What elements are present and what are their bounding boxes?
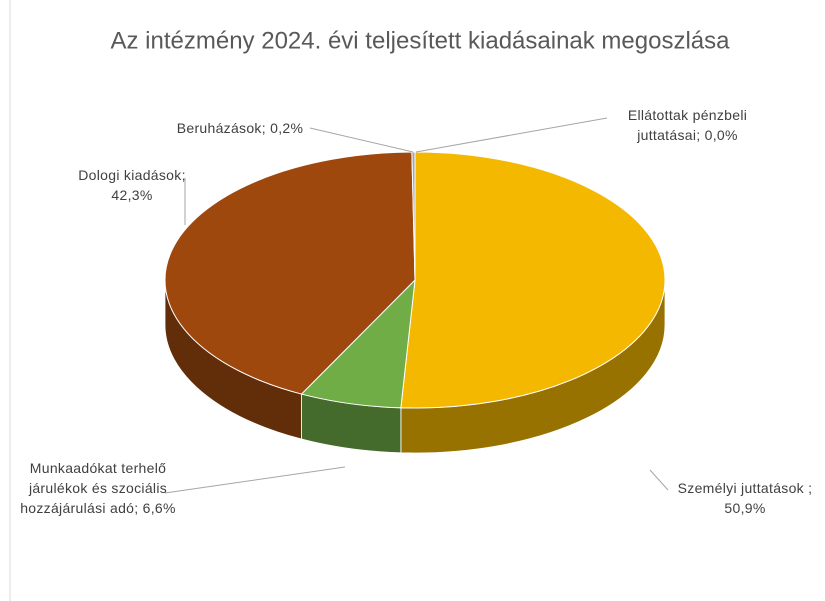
label-name: Beruházások; xyxy=(176,120,266,136)
data-label: Beruházások; 0,2% xyxy=(160,118,320,138)
label-value: 6,6% xyxy=(142,500,176,516)
leader-line xyxy=(309,127,414,153)
label-value: 0,2% xyxy=(270,120,304,136)
slice xyxy=(164,151,416,395)
label-name: Ellátottak pénzbeli juttatásai; xyxy=(627,107,748,143)
leader-lines xyxy=(164,117,669,494)
chart-title: Az intézmény 2024. évi teljesített kiadá… xyxy=(111,27,731,54)
data-label: Személyi juttatások ; 50,9% xyxy=(655,478,825,518)
label-name: Személyi juttatások ; xyxy=(677,480,813,496)
label-value: 0,0% xyxy=(704,127,738,143)
label-name: Munkaadókat terhelő járulékok és szociál… xyxy=(20,460,168,516)
leader-line xyxy=(164,466,346,494)
leader-line xyxy=(415,117,608,153)
label-value: 50,9% xyxy=(724,500,766,516)
label-name: Dologi kiadások; xyxy=(78,167,186,183)
leader-line xyxy=(649,469,669,491)
data-label: Dologi kiadások; 42,3% xyxy=(62,165,202,205)
data-label: Munkaadókat terhelő járulékok és szociál… xyxy=(8,458,188,518)
label-value: 42,3% xyxy=(111,187,153,203)
slice xyxy=(400,151,666,409)
data-label: Ellátottak pénzbeli juttatásai; 0,0% xyxy=(605,105,770,145)
